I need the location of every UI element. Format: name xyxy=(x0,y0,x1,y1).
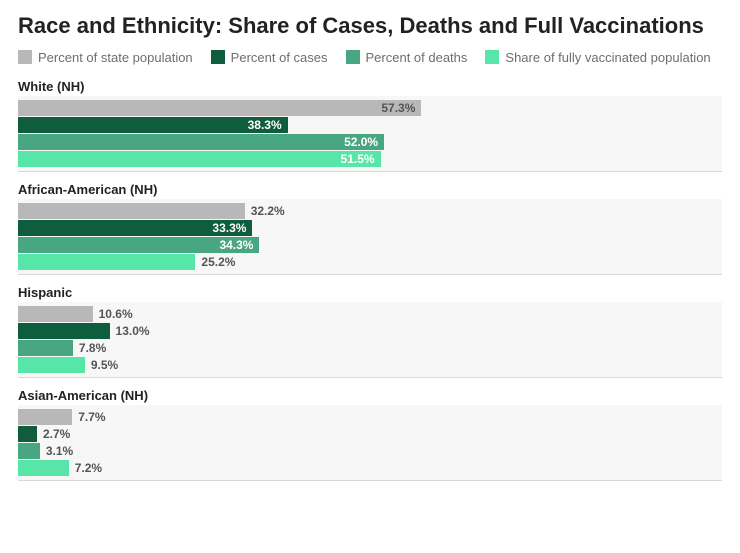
chart-body: White (NH) 57.3% 38.3% 52.0%51.5% African-Am… xyxy=(18,79,722,481)
legend-swatch xyxy=(346,50,360,64)
chart-title: Race and Ethnicity: Share of Cases, Deat… xyxy=(18,12,722,40)
legend-label: Percent of cases xyxy=(231,50,328,65)
bar-row: 13.0% xyxy=(18,323,722,339)
bar-row: 7.2% xyxy=(18,460,722,476)
bar-value-label: 3.1% xyxy=(40,443,73,459)
legend-label: Percent of deaths xyxy=(366,50,468,65)
bar-value-label: 52.0% xyxy=(344,134,384,150)
legend-item: Share of fully vaccinated population xyxy=(485,50,710,65)
group-label: African-American (NH) xyxy=(18,182,722,197)
bar xyxy=(18,409,72,425)
bar-row: 51.5% xyxy=(18,151,722,167)
legend-item: Percent of cases xyxy=(211,50,328,65)
legend-item: Percent of state population xyxy=(18,50,193,65)
group-plot: 32.2%33.3%34.3%25.2% xyxy=(18,199,722,275)
legend-swatch xyxy=(485,50,499,64)
bar-value-label: 7.8% xyxy=(73,340,106,356)
bar-row: 34.3% xyxy=(18,237,722,253)
bar-value-label: 57.3% xyxy=(381,100,421,116)
group-plot: 10.6%13.0%7.8%9.5% xyxy=(18,302,722,378)
bar-value-label: 2.7% xyxy=(37,426,70,442)
bar-row: 33.3% xyxy=(18,220,722,236)
bar-value-label: 33.3% xyxy=(212,220,252,236)
chart-group: African-American (NH) 32.2%33.3%34.3%25.2… xyxy=(18,182,722,275)
group-label: White (NH) xyxy=(18,79,722,94)
bar-value-label: 7.2% xyxy=(69,460,102,476)
bar-value-label: 32.2% xyxy=(245,203,285,219)
bar-value-label: 34.3% xyxy=(219,237,259,253)
bar-value-label: 13.0% xyxy=(110,323,150,339)
bar-value-label: 25.2% xyxy=(195,254,235,270)
bar-row: 57.3% xyxy=(18,100,722,116)
bar-row: 3.1% xyxy=(18,443,722,459)
bar xyxy=(18,134,384,150)
bar-row: 52.0% xyxy=(18,134,722,150)
bar xyxy=(18,100,421,116)
bar-row: 38.3% xyxy=(18,117,722,133)
group-label: Hispanic xyxy=(18,285,722,300)
group-label: Asian-American (NH) xyxy=(18,388,722,403)
bar-row: 2.7% xyxy=(18,426,722,442)
bar-value-label: 10.6% xyxy=(93,306,133,322)
bar-row: 25.2% xyxy=(18,254,722,270)
bar xyxy=(18,443,40,459)
bar xyxy=(18,340,73,356)
legend-item: Percent of deaths xyxy=(346,50,468,65)
legend-label: Share of fully vaccinated population xyxy=(505,50,710,65)
chart-group: Hispanic 10.6%13.0%7.8%9.5% xyxy=(18,285,722,378)
bar xyxy=(18,323,110,339)
bar-value-label: 9.5% xyxy=(85,357,118,373)
bar xyxy=(18,357,85,373)
bar-value-label: 51.5% xyxy=(341,151,381,167)
bar xyxy=(18,426,37,442)
bar-row: 10.6% xyxy=(18,306,722,322)
bar-value-label: 7.7% xyxy=(72,409,105,425)
bar xyxy=(18,151,381,167)
bar-row: 7.7% xyxy=(18,409,722,425)
bar-value-label: 38.3% xyxy=(248,117,288,133)
bar-row: 32.2% xyxy=(18,203,722,219)
chart-group: Asian-American (NH) 7.7%2.7%3.1%7.2% xyxy=(18,388,722,481)
chart-group: White (NH) 57.3% 38.3% 52.0%51.5% xyxy=(18,79,722,172)
bar-row: 9.5% xyxy=(18,357,722,373)
bar xyxy=(18,254,195,270)
bar xyxy=(18,460,69,476)
legend: Percent of state population Percent of ca… xyxy=(18,50,722,65)
bar-row: 7.8% xyxy=(18,340,722,356)
group-plot: 7.7%2.7%3.1%7.2% xyxy=(18,405,722,481)
legend-swatch xyxy=(211,50,225,64)
bar xyxy=(18,306,93,322)
bar xyxy=(18,203,245,219)
legend-label: Percent of state population xyxy=(38,50,193,65)
legend-swatch xyxy=(18,50,32,64)
group-plot: 57.3% 38.3% 52.0%51.5% xyxy=(18,96,722,172)
